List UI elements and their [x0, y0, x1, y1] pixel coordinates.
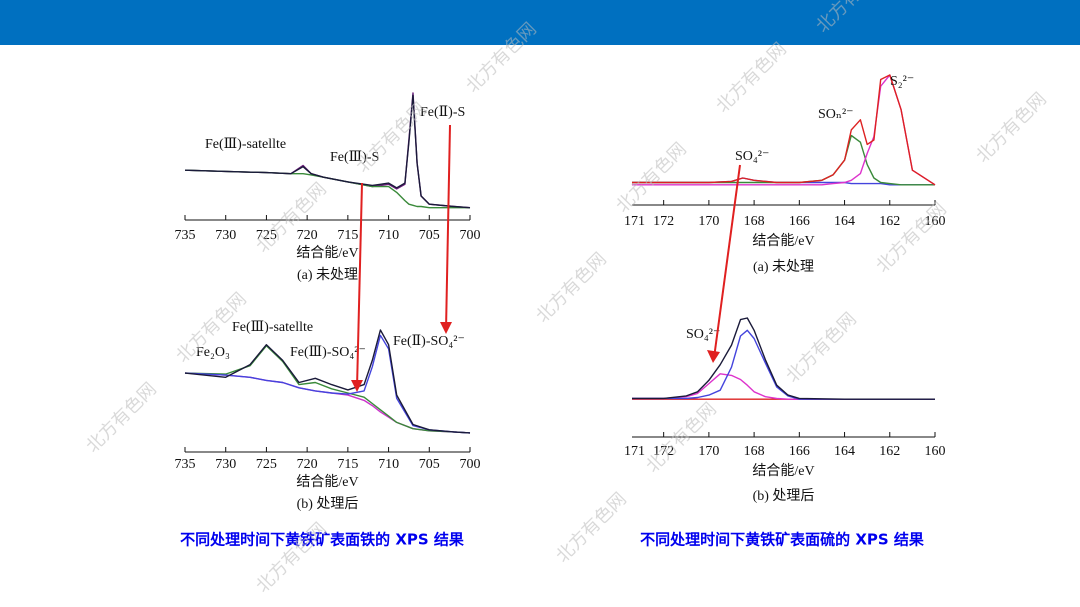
- annotation: Fe(Ⅲ)-SO₄²⁻: [290, 345, 366, 360]
- x-tick-label: 162: [879, 214, 900, 229]
- x-tick-label: 735: [175, 457, 196, 472]
- x-tick-label: 162: [879, 444, 900, 459]
- x-tick-label: 705: [419, 228, 440, 243]
- watermark: 北方有色网: [972, 89, 1050, 167]
- x-tick-label: 172: [653, 214, 674, 229]
- x-tick-label: 171: [624, 444, 645, 459]
- chart-caption: (b) 处理后: [297, 496, 359, 512]
- x-axis-label: 结合能/eV: [752, 233, 814, 249]
- x-tick-label: 715: [337, 228, 358, 243]
- x-tick-label: 170: [698, 214, 719, 229]
- x-tick-label: 160: [925, 214, 946, 229]
- arrow-head: [440, 322, 452, 334]
- spectrum-line: [632, 74, 936, 186]
- x-tick-label: 164: [834, 444, 855, 459]
- x-tick-label: 720: [297, 228, 318, 243]
- x-tick-label: 705: [419, 457, 440, 472]
- x-axis-label: 结合能/eV: [296, 474, 358, 490]
- x-tick-label: 710: [378, 457, 399, 472]
- x-tick-label: 730: [215, 457, 236, 472]
- annotation: SO₄²⁻: [686, 327, 720, 342]
- header-bar: [0, 0, 1080, 45]
- x-tick-label: 168: [744, 444, 765, 459]
- caption-title: 不同处理时间下黄铁矿表面铁的 XPS 结果: [180, 531, 465, 549]
- arrow: [356, 182, 363, 389]
- watermark: 北方有色网: [352, 99, 430, 177]
- arrow-head: [707, 350, 720, 363]
- watermark: 北方有色网: [872, 199, 950, 277]
- x-tick-label: 160: [925, 444, 946, 459]
- annotation: Fe(Ⅱ)-SO₄²⁻: [393, 334, 465, 349]
- arrow: [445, 124, 451, 331]
- x-tick-label: 164: [834, 214, 855, 229]
- spectrum-line: [184, 372, 471, 434]
- x-axis-label: 结合能/eV: [752, 463, 814, 479]
- annotation: SOₙ²⁻: [818, 107, 854, 122]
- x-tick-label: 171: [624, 214, 645, 229]
- watermark: 北方有色网: [782, 309, 860, 387]
- watermark: 北方有色网: [532, 249, 610, 327]
- annotation: Fe(Ⅲ)-S: [330, 150, 379, 165]
- watermark: 北方有色网: [712, 39, 790, 117]
- annotation: Fe(Ⅲ)-satellte: [232, 320, 313, 335]
- watermark: 北方有色网: [82, 379, 160, 457]
- spectrum-line: [632, 373, 935, 400]
- watermark: 北方有色网: [642, 399, 720, 477]
- annotation: S₂²⁻: [890, 74, 914, 89]
- spectrum-line: [184, 94, 471, 209]
- x-tick-label: 715: [337, 457, 358, 472]
- annotation: Fe(Ⅲ)-satellte: [205, 137, 286, 152]
- x-tick-label: 170: [698, 444, 719, 459]
- x-tick-label: 710: [378, 228, 399, 243]
- x-tick-label: 720: [297, 457, 318, 472]
- annotation: SO₄²⁻: [735, 149, 769, 164]
- x-tick-label: 725: [256, 228, 277, 243]
- arrow: [713, 164, 741, 359]
- spectrum-line: [632, 317, 935, 400]
- annotation: Fe₂O₃: [196, 345, 230, 360]
- watermark: 北方有色网: [552, 489, 630, 567]
- spectrum-line: [632, 329, 935, 400]
- annotation: Fe(Ⅱ)-S: [420, 105, 465, 120]
- charts: 735 730 725 720 715 710 705 700 结合能/eV (a) 未处理 Fe(…: [175, 74, 946, 512]
- x-tick-label: 166: [789, 444, 810, 459]
- x-tick-label: 700: [460, 228, 481, 243]
- arrow-head: [351, 380, 363, 392]
- x-tick-label: 166: [789, 214, 810, 229]
- x-tick-label: 735: [175, 228, 196, 243]
- caption-title: 不同处理时间下黄铁矿表面硫的 XPS 结果: [640, 531, 925, 549]
- x-tick-label: 172: [653, 444, 674, 459]
- chart-caption: (b) 处理后: [753, 488, 815, 504]
- spectrum-line: [632, 74, 936, 186]
- chart-caption: (a) 未处理: [297, 267, 358, 283]
- x-axis-label: 结合能/eV: [296, 245, 358, 261]
- chart-caption: (a) 未处理: [753, 259, 814, 275]
- x-tick-label: 725: [256, 457, 277, 472]
- x-tick-label: 700: [460, 457, 481, 472]
- x-tick-label: 168: [744, 214, 765, 229]
- x-tick-label: 730: [215, 228, 236, 243]
- spectrum-line: [184, 334, 471, 434]
